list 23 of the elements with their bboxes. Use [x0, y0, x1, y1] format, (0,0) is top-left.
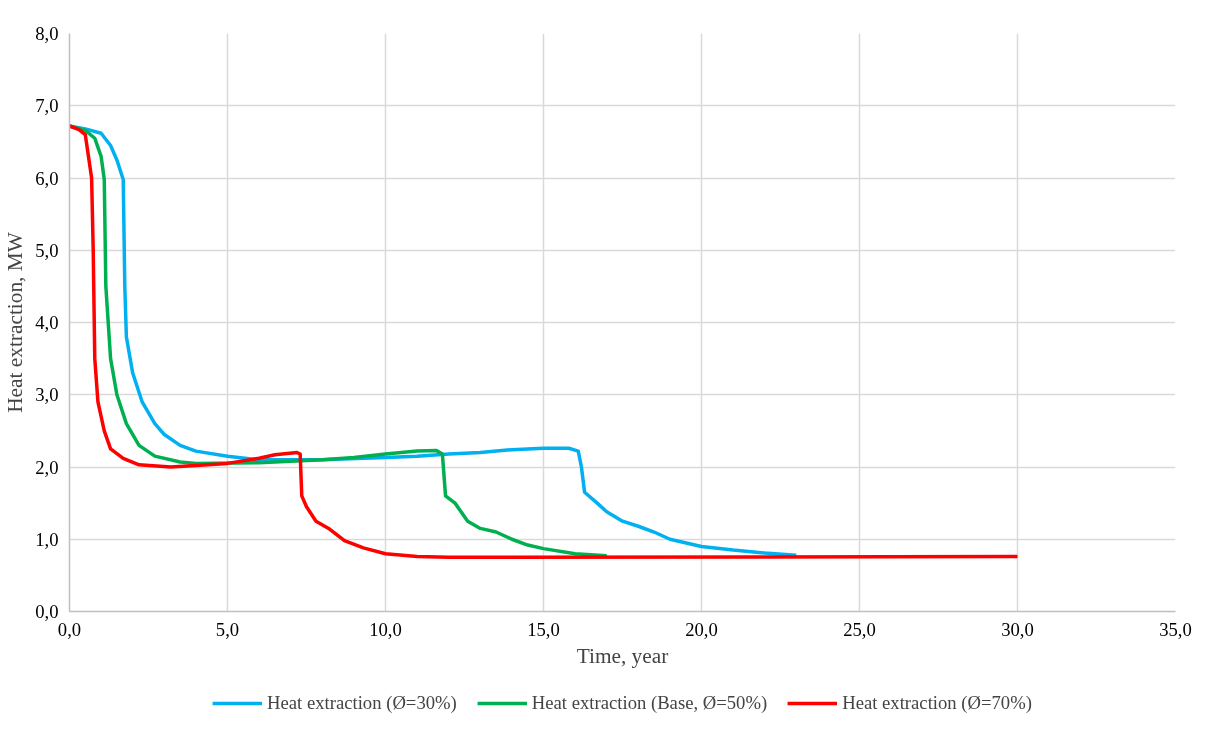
y-tick-label: 6,0: [35, 167, 59, 189]
legend-label: Heat extraction (Ø=30%): [267, 692, 457, 714]
y-axis-title: Heat extraction, MW: [3, 231, 28, 413]
legend-label: Heat extraction (Base, Ø=50%): [531, 692, 768, 714]
x-tick-label: 20,0: [685, 618, 718, 640]
x-tick-label: 10,0: [369, 618, 402, 640]
x-axis-title: Time, year: [576, 643, 669, 668]
y-tick-label: 7,0: [35, 95, 59, 117]
x-tick-label: 25,0: [843, 618, 876, 640]
y-tick-label: 0,0: [35, 601, 59, 622]
y-tick-label: 8,0: [35, 23, 59, 44]
y-tick-label: 5,0: [35, 239, 59, 261]
y-tick-label: 2,0: [35, 456, 59, 478]
x-tick-label: 30,0: [1001, 618, 1034, 640]
y-tick-label: 3,0: [35, 384, 59, 406]
x-tick-label: 15,0: [527, 618, 560, 640]
y-tick-label: 4,0: [35, 312, 59, 333]
x-tick-label: 35,0: [1159, 618, 1192, 640]
x-tick-label: 0,0: [57, 618, 82, 640]
legend-label: Heat extraction (Ø=70%): [842, 692, 1032, 714]
line-series: [69, 124, 1020, 560]
x-tick-label: 5,0: [215, 618, 240, 640]
y-tick-label: 1,0: [35, 528, 59, 550]
